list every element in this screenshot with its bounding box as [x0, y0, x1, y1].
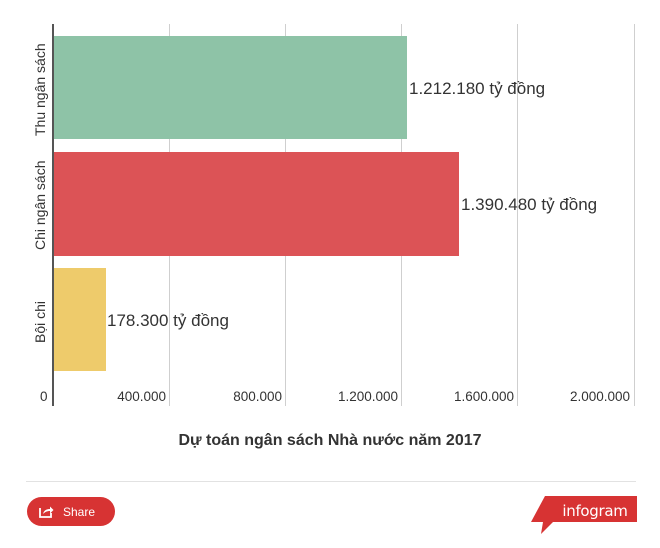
share-icon [39, 506, 54, 518]
infogram-brand-label: infogram [562, 502, 628, 520]
bar-chart: 1.212.180 tỷ đồng 1.390.480 tỷ đồng 178.… [32, 24, 635, 406]
chart-title: Dự toán ngân sách Nhà nước năm 2017 [178, 432, 482, 449]
data-label-boi-chi: 178.300 tỷ đồng [107, 311, 229, 330]
share-button[interactable]: Share [27, 497, 115, 526]
bar-thu-ngan-sach[interactable] [54, 36, 407, 139]
infogram-logo[interactable]: infogram [531, 496, 637, 536]
gridline-2000000 [634, 24, 635, 406]
data-label-chi-ngan-sach: 1.390.480 tỷ đồng [461, 195, 598, 214]
y-axis-line [52, 24, 54, 406]
infogram-speech-bubble-icon [531, 496, 637, 534]
category-label-boi-chi: Bội chi [32, 300, 48, 343]
x-tick-800000: 800.000 [233, 389, 282, 404]
share-label: Share [63, 504, 96, 519]
x-tick-1600000: 1.600.000 [453, 389, 514, 404]
bar-chi-ngan-sach[interactable] [54, 152, 459, 256]
data-label-thu-ngan-sach: 1.212.180 tỷ đồng [409, 79, 546, 98]
category-label-thu-ngan-sach: Thu ngân sách [32, 43, 48, 136]
bar-boi-chi[interactable] [54, 268, 106, 371]
footer-divider [26, 481, 636, 482]
gridline-1600000 [517, 24, 518, 406]
x-tick-0: 0 [40, 389, 48, 404]
category-label-chi-ngan-sach: Chi ngân sách [32, 160, 48, 250]
x-tick-400000: 400.000 [117, 389, 166, 404]
x-tick-1200000: 1.200.000 [337, 389, 398, 404]
x-tick-2000000: 2.000.000 [569, 389, 630, 404]
